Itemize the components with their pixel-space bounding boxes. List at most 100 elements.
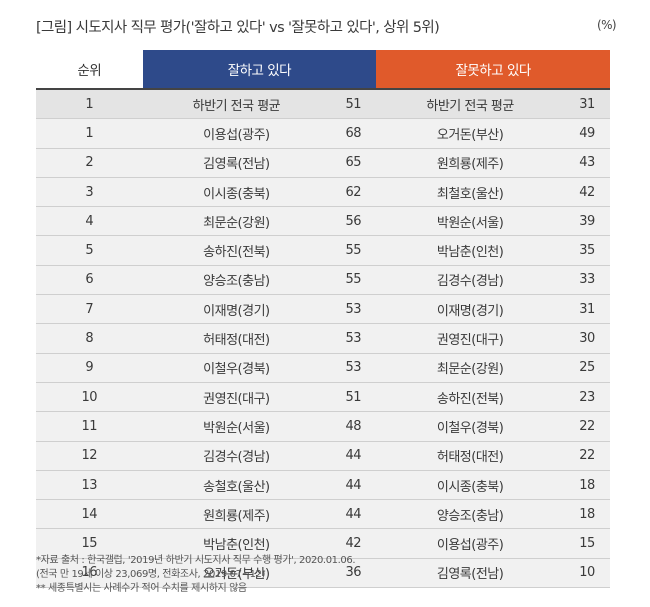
- bad-value-cell: 18: [563, 499, 610, 530]
- bad-name-cell: 이시종(충북): [376, 470, 564, 501]
- good-value-cell: 44: [330, 441, 377, 471]
- table-row: 5 송하진(전북) 55 박남춘(인천) 35: [36, 235, 610, 266]
- rank-cell: 12: [36, 441, 143, 471]
- evaluation-table: 순위 잘하고 있다 잘못하고 있다 1 하반기 전국 평균 51 하반기 전국 평균 3…: [36, 50, 610, 589]
- survey-note: (전국 만 19세 이상 23,069명, 전화조사, 2019.07~12): [36, 569, 266, 580]
- rank-cell: 16: [36, 558, 143, 589]
- figure-title: [그림] 시도지사 직무 평가('잘하고 있다' vs '잘못하고 있다', 상…: [36, 20, 440, 36]
- table-row: 15 박남춘(인천) 42 이용섭(광주) 15: [36, 528, 610, 559]
- table-body: 1 하반기 전국 평균 51 하반기 전국 평균 31 1 이용섭(광주) 68 오거돈(부산)…: [36, 89, 610, 589]
- rank-cell: 15: [36, 528, 143, 559]
- bad-value-cell: 22: [563, 441, 610, 471]
- good-value-cell: 53: [330, 294, 377, 325]
- good-value-cell: 48: [330, 411, 377, 442]
- bad-name-cell: 이용섭(광주): [376, 528, 564, 559]
- table-row: 9 이철우(경북) 53 최문순(강원) 25: [36, 353, 610, 383]
- table-row: 13 송철호(울산) 44 이시종(충북) 18: [36, 470, 610, 501]
- source-note: *자료 출처 : 한국갤럽, '2019년 하반기 시도지사 직무 수행 평가'…: [36, 555, 356, 566]
- unit-label: (%): [597, 18, 617, 32]
- bad-value-cell: 49: [563, 118, 610, 149]
- rank-cell: 11: [36, 411, 143, 442]
- good-name-cell: 양승조(충남): [142, 265, 331, 296]
- bad-value-cell: 35: [563, 235, 610, 266]
- good-value-cell: 36: [330, 558, 377, 589]
- bad-name-cell: 최철호(울산): [376, 177, 564, 208]
- good-value-cell: 68: [330, 118, 377, 149]
- bad-value-cell: 22: [563, 411, 610, 442]
- bad-value-cell: 43: [563, 148, 610, 178]
- table-row: 11 박원순(서울) 48 이철우(경북) 22: [36, 411, 610, 442]
- bad-value-cell: 31: [563, 294, 610, 325]
- bad-name-cell: 김영록(전남): [376, 558, 564, 589]
- source-notes: *자료 출처 : 한국갤럽, '2019년 하반기 시도지사 직무 수행 평가'…: [36, 554, 616, 596]
- bad-header: 잘못하고 있다: [376, 50, 610, 90]
- bad-value-cell: 10: [563, 558, 610, 589]
- bad-value-cell: 33: [563, 265, 610, 296]
- good-value-cell: 44: [330, 470, 377, 501]
- bad-value-cell: 23: [563, 382, 610, 413]
- table-row: 3 이시종(충북) 62 최철호(울산) 42: [36, 177, 610, 208]
- good-name-cell: 박남춘(인천): [142, 528, 331, 559]
- good-name-cell: 이철우(경북): [142, 353, 331, 383]
- rank-cell: 5: [36, 235, 143, 266]
- good-value-cell: 53: [330, 353, 377, 383]
- good-name-cell: 하반기 전국 평균: [142, 89, 331, 120]
- good-name-cell: 김경수(경남): [142, 441, 331, 471]
- rank-cell: 10: [36, 382, 143, 413]
- bad-value-cell: 18: [563, 470, 610, 501]
- rank-header: 순위: [36, 50, 143, 90]
- good-name-cell: 최문순(강원): [142, 206, 331, 237]
- good-name-cell: 원희룡(제주): [142, 499, 331, 530]
- good-value-cell: 51: [330, 382, 377, 413]
- good-value-cell: 62: [330, 177, 377, 208]
- bad-name-cell: 송하진(전북): [376, 382, 564, 413]
- rank-cell: 3: [36, 177, 143, 208]
- table-header-row: 순위 잘하고 있다 잘못하고 있다: [36, 50, 610, 90]
- rank-cell: 13: [36, 470, 143, 501]
- bad-name-cell: 이철우(경북): [376, 411, 564, 442]
- bad-value-cell: 30: [563, 323, 610, 354]
- bad-name-cell: 하반기 전국 평균: [376, 89, 564, 120]
- rank-cell: 2: [36, 148, 143, 178]
- bad-name-cell: 박남춘(인천): [376, 235, 564, 266]
- bad-value-cell: 39: [563, 206, 610, 237]
- table-row: 14 원희룡(제주) 44 양승조(충남) 18: [36, 499, 610, 530]
- bad-value-cell: 31: [563, 89, 610, 120]
- good-name-cell: 이시종(충북): [142, 177, 331, 208]
- table-row: 1 이용섭(광주) 68 오거돈(부산) 49: [36, 118, 610, 149]
- good-name-cell: 이용섭(광주): [142, 118, 331, 149]
- good-value-cell: 56: [330, 206, 377, 237]
- table-row: 16 오거돈(부산) 36 김영록(전남) 10: [36, 558, 610, 589]
- bad-name-cell: 최문순(강원): [376, 353, 564, 383]
- good-name-cell: 송하진(전북): [142, 235, 331, 266]
- table-row: 10 권영진(대구) 51 송하진(전북) 23: [36, 382, 610, 413]
- figure-title-row: [그림] 시도지사 직무 평가('잘하고 있다' vs '잘못하고 있다', 상…: [36, 12, 617, 36]
- good-value-cell: 42: [330, 528, 377, 559]
- good-value-cell: 53: [330, 323, 377, 354]
- good-value-cell: 51: [330, 89, 377, 120]
- good-value-cell: 55: [330, 265, 377, 296]
- national-average-row: 1 하반기 전국 평균 51 하반기 전국 평균 31: [36, 89, 610, 120]
- good-name-cell: 박원순(서울): [142, 411, 331, 442]
- bad-name-cell: 김경수(경남): [376, 265, 564, 296]
- good-name-cell: 오거돈(부산): [142, 558, 331, 589]
- bad-name-cell: 허태정(대전): [376, 441, 564, 471]
- rank-cell: 14: [36, 499, 143, 530]
- bad-name-cell: 원희룡(제주): [376, 148, 564, 178]
- table-row: 4 최문순(강원) 56 박원순(서울) 39: [36, 206, 610, 237]
- bad-name-cell: 박원순(서울): [376, 206, 564, 237]
- good-name-cell: 이재명(경기): [142, 294, 331, 325]
- table-row: 7 이재명(경기) 53 이재명(경기) 31: [36, 294, 610, 325]
- good-name-cell: 김영록(전남): [142, 148, 331, 178]
- sejong-note: ** 세종특별시는 사례수가 적어 수치를 제시하지 않음: [36, 583, 247, 594]
- bad-value-cell: 25: [563, 353, 610, 383]
- rank-cell: 1: [36, 89, 143, 120]
- rank-cell: 9: [36, 353, 143, 383]
- good-value-cell: 55: [330, 235, 377, 266]
- good-name-cell: 권영진(대구): [142, 382, 331, 413]
- bad-name-cell: 이재명(경기): [376, 294, 564, 325]
- rank-cell: 6: [36, 265, 143, 296]
- good-name-cell: 허태정(대전): [142, 323, 331, 354]
- table-row: 12 김경수(경남) 44 허태정(대전) 22: [36, 441, 610, 471]
- bad-name-cell: 오거돈(부산): [376, 118, 564, 149]
